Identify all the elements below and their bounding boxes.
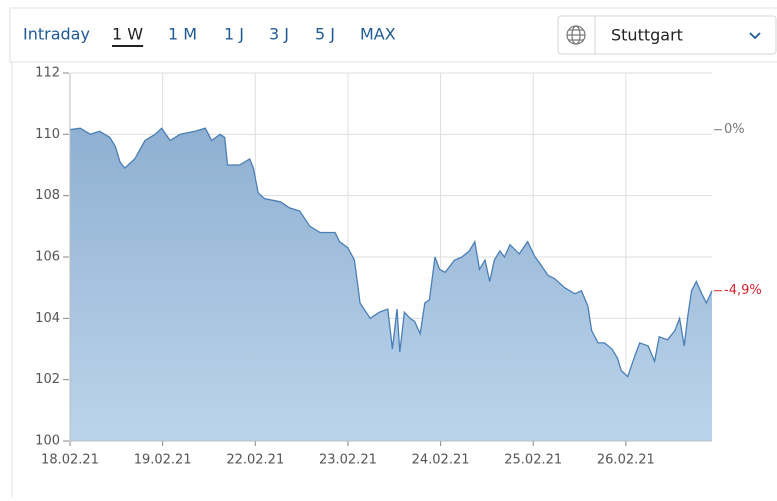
y-tick-label: 106 (35, 250, 60, 265)
y-tick-label: 102 (35, 372, 60, 387)
y-tick-label: 100 (35, 434, 60, 449)
area-fill (70, 128, 712, 441)
tab[interactable]: 1 J (224, 25, 244, 44)
annotation-label: -4,9% (724, 283, 762, 298)
y-tick-label: 112 (35, 66, 60, 81)
chevron[interactable] (749, 32, 761, 40)
x-tick-label: 18.02.21 (41, 453, 99, 468)
x-tick-label: 26.02.21 (597, 453, 655, 468)
globe-icon (566, 25, 586, 45)
y-tick-label: 110 (35, 127, 60, 142)
price-line (69, 127, 713, 378)
x-tick-label: 19.02.21 (134, 453, 192, 468)
x-tick-label: 23.02.21 (319, 453, 377, 468)
tab[interactable]: MAX (360, 25, 396, 44)
y-tick-label: 104 (35, 311, 60, 326)
tab[interactable]: 1 M (168, 25, 197, 44)
tab[interactable]: 5 J (315, 25, 335, 44)
x-tick-label: 24.02.21 (412, 453, 470, 468)
x-tick-label: 22.02.21 (226, 453, 284, 468)
tab[interactable]: 1 W (112, 25, 143, 44)
tab[interactable]: 3 J (269, 25, 289, 44)
annotation-label: 0% (724, 122, 745, 137)
tab[interactable]: Intraday (23, 25, 90, 44)
x-tick-label: 25.02.21 (504, 453, 562, 468)
y-tick-label: 108 (35, 188, 60, 203)
location-label[interactable]: Stuttgart (611, 26, 683, 45)
location-select[interactable] (557, 15, 777, 55)
